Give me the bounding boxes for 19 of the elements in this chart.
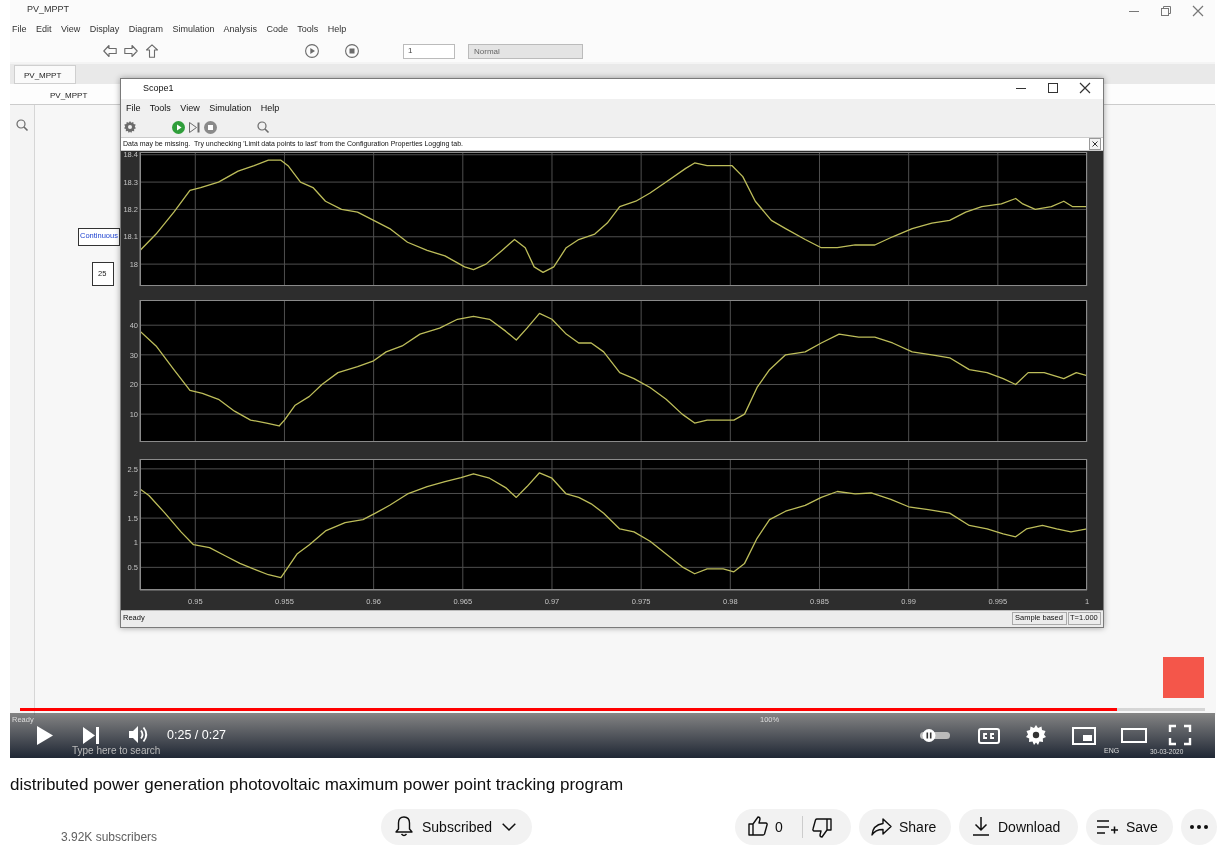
text: PV_MPPT (50, 91, 88, 101)
text: 1 (408, 46, 413, 56)
text: File Edit View Display Diagram Simulation Analysis Code Tools Help (12, 24, 347, 35)
text: Subscribed (422, 819, 493, 836)
line-series (140, 472, 1087, 579)
text: 0 (775, 819, 783, 836)
line-series (140, 312, 1087, 427)
text: Download (998, 819, 1061, 836)
text: Type here to search (72, 745, 161, 757)
text: PV_MPPT (27, 4, 70, 15)
text: File Tools View Simulation Help (126, 103, 280, 114)
text: 0:25 / 0:27 (167, 728, 227, 743)
text: Scope1 (143, 83, 174, 94)
text: 3.92K subscribers (61, 830, 158, 845)
text: Save (1126, 819, 1158, 836)
text: distributed power generation photovoltaic maximum power point tracking program (10, 775, 624, 795)
text: PV_MPPT (24, 71, 62, 81)
text: Share (899, 819, 937, 836)
text: Normal (474, 47, 500, 57)
